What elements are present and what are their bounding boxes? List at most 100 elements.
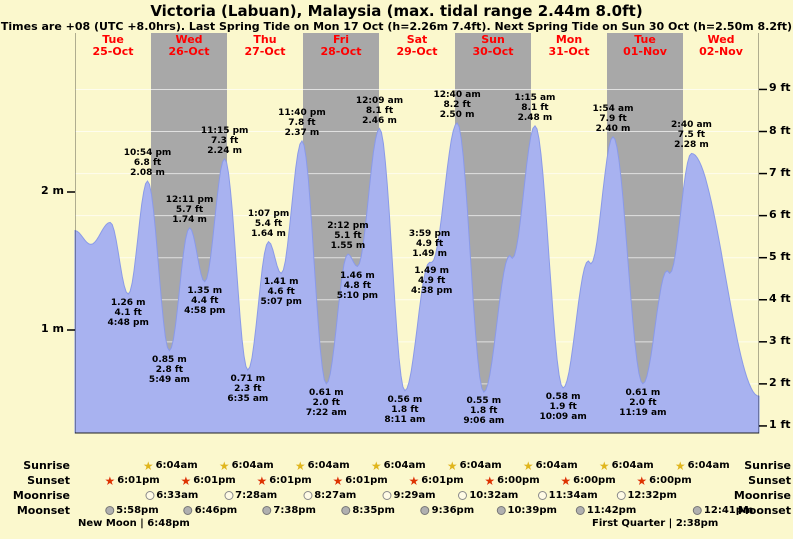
- moonset-entry: 8:35pm: [341, 504, 395, 517]
- moonset-icon: [575, 506, 585, 515]
- moonset-icon: [692, 506, 702, 515]
- sunrise-entry: ★ 6:04am: [675, 459, 730, 472]
- sunset-entry: ★ 6:00pm: [560, 474, 615, 487]
- moonrise-time: 12:32pm: [627, 490, 677, 501]
- sunrise-entry: ★ 6:04am: [219, 459, 274, 472]
- tide-extreme-label: 3:59 pm 4.9 ft 1.49 m: [408, 229, 451, 260]
- tide-extreme-label: 11:15 pm 7.3 ft 2.24 m: [200, 125, 249, 156]
- sunrise-entry: ★ 6:04am: [143, 459, 198, 472]
- moonset-icon: [341, 506, 351, 515]
- sunrise-icon: ★: [598, 458, 610, 473]
- tide-extreme-label: 10:54 pm 6.8 ft 2.08 m: [123, 147, 172, 178]
- day-column-label: Tue 25-Oct: [92, 33, 134, 58]
- moonset-time: 12:41pm: [703, 505, 754, 516]
- moonrise-icon: [382, 491, 392, 500]
- tide-extreme-label: 2:12 pm 5.1 ft 1.55 m: [327, 221, 369, 252]
- tide-extreme-label: 12:09 am 8.1 ft 2.46 m: [355, 95, 404, 126]
- tide-extreme-label: 1.41 m 4.6 ft 5:07 pm: [260, 277, 302, 308]
- tide-extreme-label: 0.56 m 1.8 ft 8:11 am: [384, 394, 426, 425]
- moonrise-icon: [224, 491, 234, 500]
- sunrise-entry: ★ 6:04am: [371, 459, 426, 472]
- moonrise-time: 6:33am: [156, 490, 199, 501]
- sunset-icon: ★: [256, 473, 268, 488]
- tide-extreme-label: 0.55 m 1.8 ft 9:06 am: [463, 396, 505, 427]
- tide-extreme-label: 1.35 m 4.4 ft 4:58 pm: [184, 285, 226, 316]
- sunset-icon: ★: [104, 473, 116, 488]
- right-axis-label: 5 ft: [769, 249, 791, 263]
- moonset-entry: 6:46pm: [183, 504, 237, 517]
- moonrise-time: 10:32am: [469, 490, 519, 501]
- moonset-time: 10:39pm: [507, 505, 557, 516]
- day-column-label: Sat 29-Oct: [396, 33, 438, 58]
- tide-extreme-label: 1:07 pm 5.4 ft 1.64 m: [247, 208, 290, 239]
- sunset-icon: ★: [332, 473, 344, 488]
- moonset-entry: 7:38pm: [262, 504, 316, 517]
- tide-extreme-label: 0.61 m 2.0 ft 11:19 am: [619, 387, 667, 418]
- sunset-icon: ★: [408, 473, 420, 488]
- sunset-entry: ★ 6:01pm: [104, 474, 159, 487]
- sunrise-entry: ★ 6:04am: [523, 459, 578, 472]
- sunset-time: 6:01pm: [193, 475, 236, 486]
- sunrise-row-label-right: Sunrise: [744, 459, 791, 472]
- sunset-icon: ★: [560, 473, 572, 488]
- sunset-row-label-left: Sunset: [27, 474, 70, 487]
- tide-extreme-label: 12:40 am 8.2 ft 2.50 m: [433, 90, 481, 120]
- day-column-label: Sun 30-Oct: [472, 33, 514, 58]
- moonrise-icon: [616, 491, 626, 500]
- sunrise-icon: ★: [674, 458, 686, 473]
- sunset-time: 6:00pm: [649, 475, 692, 486]
- tide-extreme-label: 1:15 am 8.1 ft 2.48 m: [514, 92, 556, 123]
- sunset-entry: ★ 6:01pm: [332, 474, 387, 487]
- sunset-icon: ★: [636, 473, 648, 488]
- moonrise-time: 7:28am: [235, 490, 278, 501]
- moonset-icon: [496, 506, 506, 515]
- moonset-time: 11:42pm: [586, 505, 637, 516]
- sunrise-time: 6:04am: [307, 460, 350, 471]
- day-column-label: Wed 02-Nov: [699, 33, 743, 58]
- sunrise-time: 6:04am: [383, 460, 426, 471]
- moonrise-time: 11:34am: [548, 490, 598, 501]
- right-axis-label: 7 ft: [769, 165, 791, 179]
- sunrise-entry: ★ 6:04am: [599, 459, 654, 472]
- sunset-entry: ★ 6:00pm: [484, 474, 539, 487]
- tide-extreme-label: 0.71 m 2.3 ft 6:35 am: [227, 374, 269, 405]
- tide-extreme-label: 0.85 m 2.8 ft 5:49 am: [148, 354, 190, 385]
- tide-extreme-label: 1.26 m 4.1 ft 4:48 pm: [107, 298, 149, 329]
- sunrise-icon: ★: [294, 458, 306, 473]
- sunrise-entry: ★ 6:04am: [447, 459, 502, 472]
- sunrise-icon: ★: [142, 458, 154, 473]
- chart-title: Victoria (Labuan), Malaysia (max. tidal …: [150, 2, 643, 20]
- left-axis-label: 1 m: [41, 322, 64, 335]
- sunset-time: 6:00pm: [573, 475, 616, 486]
- tide-extreme-label: 1.49 m 4.9 ft 4:38 pm: [410, 266, 453, 297]
- moonset-icon: [183, 506, 193, 515]
- tide-extreme-label: 2:40 am 7.5 ft 2.28 m: [670, 120, 712, 151]
- day-column-label: Fri 28-Oct: [320, 33, 362, 58]
- sunset-entry: ★ 6:01pm: [256, 474, 311, 487]
- moonset-entry: 5:58pm: [105, 504, 159, 517]
- tide-extreme-label: 1:54 am 7.9 ft 2.40 m: [592, 103, 634, 134]
- sunset-entry: ★ 6:00pm: [636, 474, 691, 487]
- sunrise-entry: ★ 6:04am: [295, 459, 350, 472]
- moonset-entry: 12:41pm: [692, 504, 754, 517]
- moonset-entry: 9:36pm: [420, 504, 474, 517]
- moonrise-icon: [537, 491, 547, 500]
- left-axis-label: 2 m: [41, 184, 64, 197]
- sunrise-icon: ★: [522, 458, 534, 473]
- tide-curve-area: [74, 122, 760, 434]
- sunrise-icon: ★: [218, 458, 230, 473]
- moonrise-icon: [303, 491, 313, 500]
- right-axis-label: 2 ft: [769, 375, 791, 389]
- right-axis-label: 8 ft: [769, 123, 791, 137]
- moonrise-entry: 9:29am: [382, 489, 436, 502]
- sunrise-time: 6:04am: [459, 460, 502, 471]
- moonset-time: 8:35pm: [352, 505, 395, 516]
- day-column-label: Thu 27-Oct: [244, 33, 286, 58]
- tide-extreme-label: 0.61 m 2.0 ft 7:22 am: [305, 387, 347, 418]
- moonrise-icon: [458, 491, 468, 500]
- moonrise-entry: 7:28am: [224, 489, 277, 502]
- tide-extreme-label: 0.58 m 1.9 ft 10:09 am: [539, 391, 587, 422]
- moonrise-time: 9:29am: [393, 490, 436, 501]
